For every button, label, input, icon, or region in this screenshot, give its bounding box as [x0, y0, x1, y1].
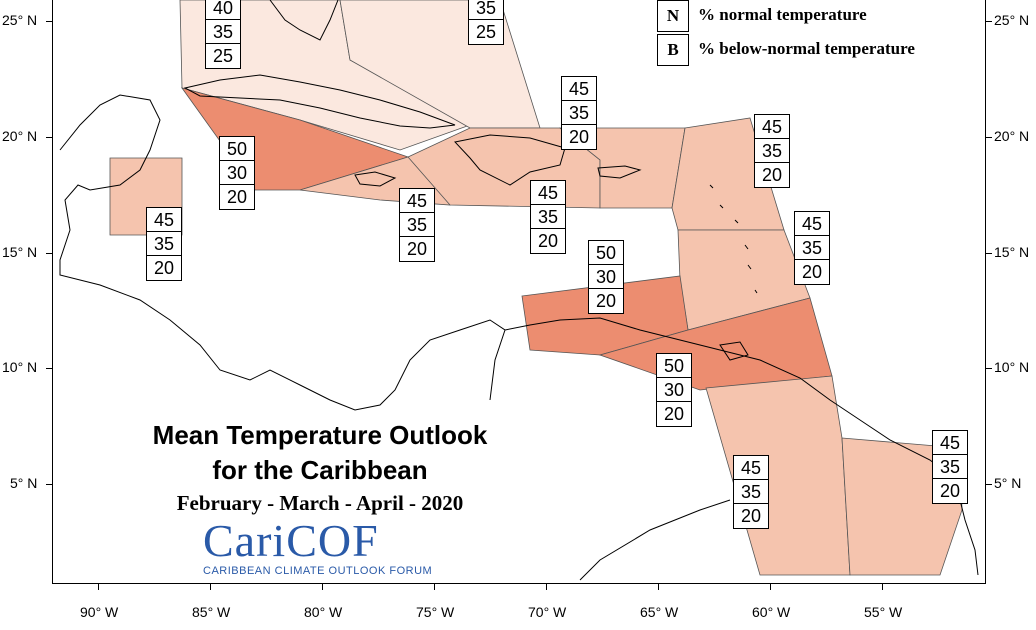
map-period: February - March - April - 2020 — [176, 491, 464, 515]
lat-label-right: 20° N — [994, 128, 1030, 144]
caricof-logo: CariCOF — [203, 515, 379, 566]
lat-label: 25° N — [2, 12, 38, 28]
prob-box-windward: 45 35 20 — [794, 211, 830, 285]
prob-box-leeward: 45 35 20 — [754, 114, 790, 188]
lon-label: 60° W — [752, 604, 791, 620]
prob-box-belize: 45 35 20 — [146, 207, 182, 281]
lon-label: 70° W — [528, 604, 567, 620]
map-frame — [52, 0, 986, 584]
lat-label: 15° N — [2, 244, 38, 260]
map-title-line1: Mean Temperature Outlook — [152, 420, 488, 450]
prob-normal-above: 40 — [206, 0, 240, 20]
coastlines — [59, 0, 979, 581]
lon-label: 65° W — [640, 604, 679, 620]
legend-key-normal: N — [657, 0, 689, 32]
lat-label: 5° N — [10, 475, 38, 491]
prob-box-jamaica: 45 35 20 — [399, 188, 435, 262]
prob-box-trinidad: 50 30 20 — [656, 353, 692, 427]
lat-label-right: 15° N — [994, 244, 1030, 260]
lat-label-right: 5° N — [994, 475, 1022, 491]
caricof-logo-subtitle: CARIBBEAN CLIMATE OUTLOOK FORUM — [203, 565, 433, 577]
lat-label: 10° N — [2, 359, 38, 375]
lat-label-right: 25° N — [994, 12, 1030, 28]
prob-box-guyana: 45 35 20 — [733, 455, 769, 529]
lon-label: 90° W — [80, 604, 119, 620]
map-title-line2: for the Caribbean — [212, 455, 428, 485]
prob-box-hispaniola: 45 35 20 — [530, 180, 566, 254]
prob-normal: 35 — [206, 20, 240, 44]
lat-label-right: 10° N — [994, 359, 1030, 375]
prob-box-suriname-guiana: 45 35 20 — [932, 430, 968, 504]
prob-box-bahamas-south: 35 25 — [468, 0, 504, 45]
lon-label: 55° W — [864, 604, 903, 620]
prob-box-abc: 50 30 20 — [588, 240, 624, 314]
lon-label: 80° W — [304, 604, 343, 620]
lon-label: 75° W — [416, 604, 455, 620]
prob-box-puerto-rico: 45 35 20 — [561, 76, 597, 150]
prob-box-cuba-west: 50 30 20 — [219, 136, 255, 210]
prob-box-bahamas-north: 40 35 25 — [205, 0, 241, 69]
legend-label-normal: % normal temperature — [698, 5, 867, 24]
prob-below: 25 — [212, 46, 234, 66]
legend-label-below: % below-normal temperature — [698, 39, 915, 58]
prob-normal: 35 — [469, 0, 503, 20]
lon-label: 85° W — [192, 604, 231, 620]
lat-label: 20° N — [2, 128, 38, 144]
legend-key-below: B — [657, 34, 689, 66]
prob-below: 25 — [475, 22, 497, 42]
